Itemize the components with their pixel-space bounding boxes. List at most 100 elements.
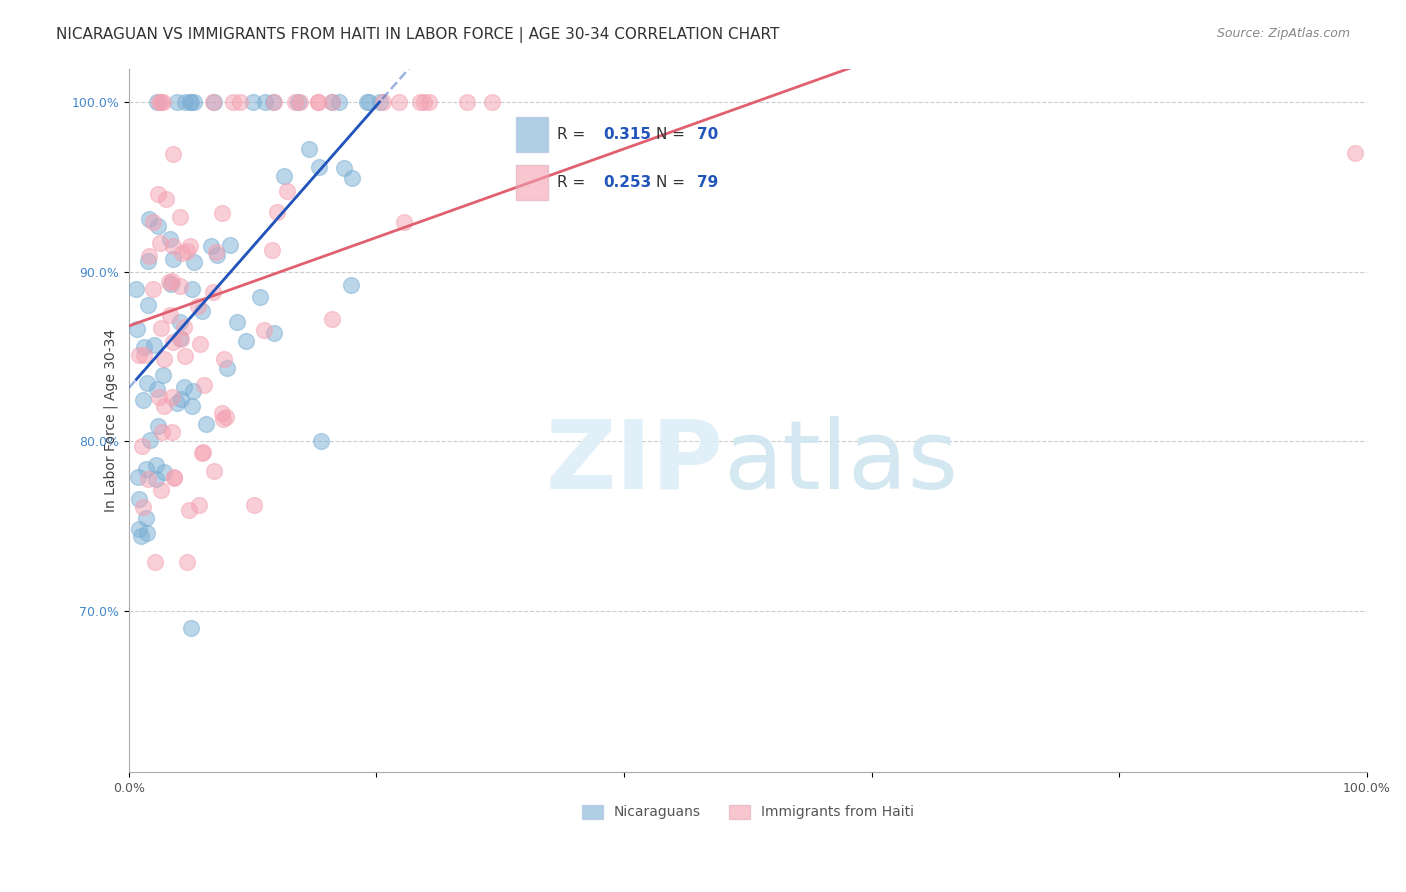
Point xyxy=(190,446,212,460)
Point xyxy=(409,95,432,110)
Point xyxy=(307,95,329,110)
Point xyxy=(132,500,155,515)
Point xyxy=(162,334,184,349)
Point xyxy=(201,285,224,299)
Point xyxy=(162,146,184,161)
Point xyxy=(163,469,186,483)
Point xyxy=(162,239,184,253)
Point xyxy=(1343,146,1365,161)
Text: Source: ZipAtlas.com: Source: ZipAtlas.com xyxy=(1216,27,1350,40)
Point xyxy=(142,282,165,296)
Point xyxy=(160,277,183,292)
Point xyxy=(181,282,204,296)
Point xyxy=(235,334,257,348)
Point xyxy=(205,248,228,262)
Point xyxy=(180,621,202,635)
Point xyxy=(145,95,167,110)
Point xyxy=(242,95,264,110)
Point xyxy=(145,458,167,472)
Point xyxy=(373,95,395,110)
Point xyxy=(359,95,381,110)
Point xyxy=(177,503,200,517)
Point xyxy=(356,95,378,110)
Point xyxy=(188,336,211,351)
Point xyxy=(160,390,183,404)
Point xyxy=(125,282,148,296)
Point xyxy=(169,210,191,224)
Text: atlas: atlas xyxy=(723,416,959,509)
Point xyxy=(141,214,163,228)
Point xyxy=(332,161,354,175)
Point xyxy=(211,406,233,420)
Point xyxy=(138,211,160,226)
Point xyxy=(288,95,311,110)
Point xyxy=(136,298,159,312)
Point xyxy=(149,236,172,251)
Point xyxy=(262,95,284,110)
Point xyxy=(191,304,214,318)
Point xyxy=(172,246,194,260)
Point xyxy=(145,472,167,486)
Point xyxy=(205,244,228,259)
Point xyxy=(169,331,191,345)
Point xyxy=(150,425,173,440)
Point xyxy=(179,239,201,253)
Point xyxy=(170,392,193,407)
Point xyxy=(340,277,363,292)
Point xyxy=(173,320,195,334)
Point xyxy=(150,320,173,334)
Point xyxy=(254,95,277,110)
Point xyxy=(202,95,225,110)
Point xyxy=(328,95,350,110)
Point xyxy=(456,95,478,110)
Point xyxy=(217,360,239,375)
Point xyxy=(202,464,225,478)
Point xyxy=(481,95,503,110)
Point xyxy=(263,95,285,110)
Point xyxy=(321,95,343,110)
Text: NICARAGUAN VS IMMIGRANTS FROM HAITI IN LABOR FORCE | AGE 30-34 CORRELATION CHART: NICARAGUAN VS IMMIGRANTS FROM HAITI IN L… xyxy=(56,27,779,43)
Point xyxy=(180,400,202,414)
Point xyxy=(131,439,153,453)
Point xyxy=(159,232,181,246)
Point xyxy=(152,95,174,110)
Point xyxy=(211,206,233,220)
Point xyxy=(308,161,330,175)
Point xyxy=(127,470,149,484)
Point xyxy=(180,95,202,110)
Point xyxy=(222,95,245,110)
Point xyxy=(142,338,165,352)
Point xyxy=(200,239,222,253)
Point xyxy=(212,351,235,366)
Text: ZIP: ZIP xyxy=(546,416,723,509)
Point xyxy=(226,315,249,329)
Point xyxy=(195,417,218,432)
Point xyxy=(298,142,321,156)
Point xyxy=(146,219,169,233)
Point xyxy=(146,382,169,396)
Point xyxy=(169,315,191,329)
Point xyxy=(155,192,177,206)
Point xyxy=(418,95,440,110)
Point xyxy=(174,349,197,363)
Point xyxy=(149,483,172,497)
Point xyxy=(148,390,170,404)
Point xyxy=(412,95,434,110)
Y-axis label: In Labor Force | Age 30-34: In Labor Force | Age 30-34 xyxy=(103,329,118,512)
Point xyxy=(176,244,198,258)
Point xyxy=(321,312,343,326)
Point xyxy=(128,522,150,536)
Point xyxy=(163,471,186,485)
Point xyxy=(152,399,174,413)
Point xyxy=(131,528,153,542)
Point xyxy=(139,433,162,447)
Point xyxy=(311,434,333,448)
Point xyxy=(127,322,149,336)
Point xyxy=(266,204,288,219)
Point xyxy=(132,393,155,408)
Point xyxy=(392,215,415,229)
Point xyxy=(135,462,157,476)
Point xyxy=(273,169,295,183)
Point xyxy=(215,409,238,424)
Point xyxy=(183,254,205,268)
